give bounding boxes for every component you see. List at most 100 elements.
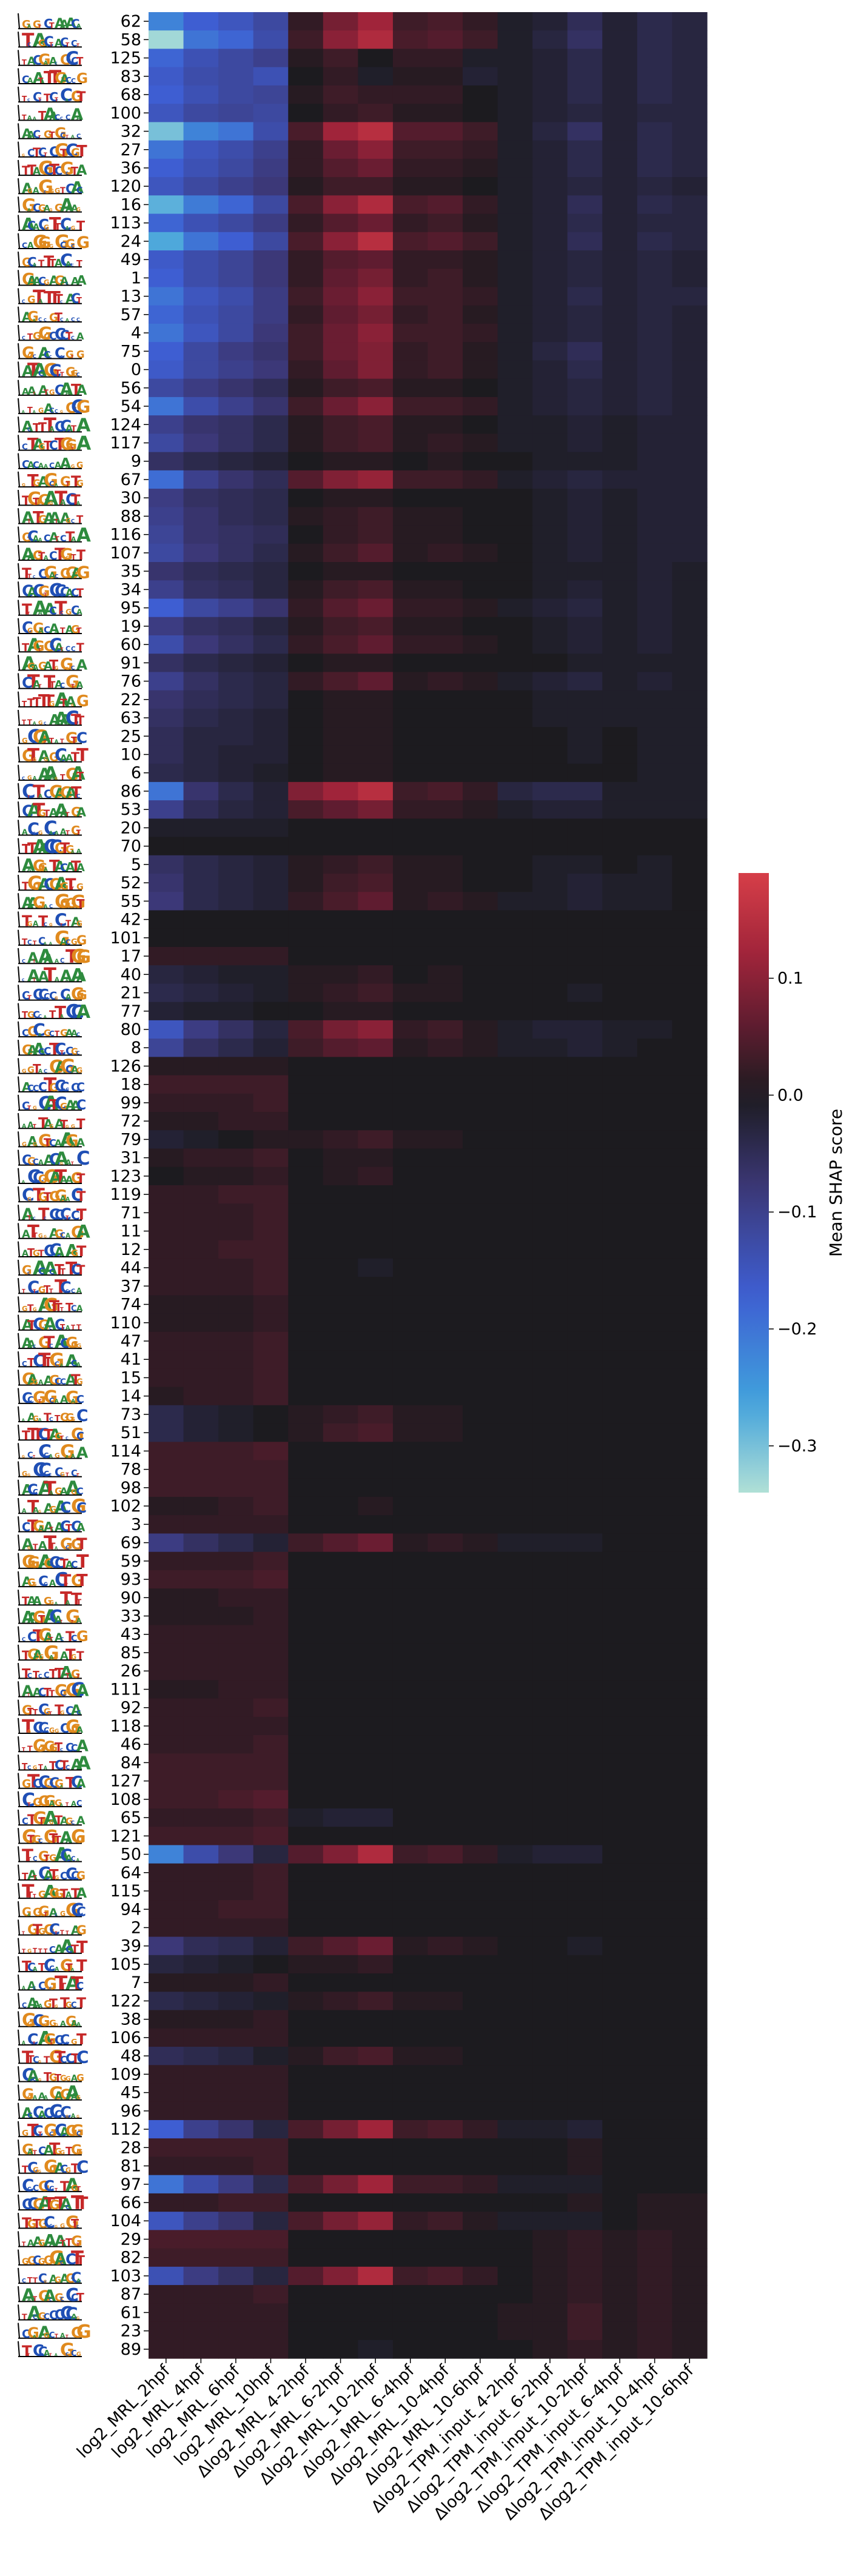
logo-letter: C — [44, 624, 50, 635]
logo-letter: C — [27, 1671, 32, 1679]
logo-letter: C — [49, 1775, 59, 1791]
logo-letter: G — [55, 1798, 62, 1808]
heatmap-cell — [149, 874, 184, 892]
heatmap-cell — [253, 287, 289, 306]
heatmap-cell — [532, 30, 568, 50]
logo-letter: A — [44, 601, 56, 619]
logo-letter: T — [49, 1636, 53, 1643]
logo-letter: C — [76, 729, 87, 746]
logo-letter: T — [44, 1333, 55, 1352]
heatmap-cell — [149, 837, 184, 856]
heatmap-cell — [463, 1331, 498, 1351]
heatmap-cell — [253, 1112, 289, 1131]
heatmap-cell — [149, 525, 184, 544]
logo-letter: A — [60, 828, 67, 837]
heatmap-cell — [218, 727, 254, 746]
heatmap-cell — [567, 507, 603, 526]
heatmap-cell — [637, 654, 673, 673]
logo-letter: T — [33, 1542, 38, 1551]
heatmap-cell — [218, 1588, 254, 1607]
heatmap-cell — [358, 67, 394, 86]
heatmap-cell — [427, 1790, 463, 1809]
logo-letter: A — [27, 966, 40, 985]
heatmap-cell — [183, 2212, 219, 2230]
logo-letter: T — [65, 2334, 69, 2339]
heatmap-cell — [358, 543, 394, 563]
logo-letter: C — [44, 349, 51, 360]
heatmap-cell — [602, 2175, 638, 2194]
heatmap-cell — [463, 1166, 498, 1186]
logo-letter: A — [76, 1753, 91, 1775]
heatmap-cell — [288, 617, 324, 636]
heatmap-cell — [672, 763, 708, 783]
logo-letter: G — [38, 1625, 52, 1645]
logo-letter: C — [71, 1208, 80, 1222]
heatmap-cell — [288, 1790, 324, 1809]
heatmap-cell — [392, 1203, 429, 1223]
heatmap-cell — [637, 1460, 673, 1479]
logo-letter: G — [65, 555, 69, 561]
logo-letter: A — [44, 2143, 54, 2158]
heatmap-cell — [218, 396, 254, 416]
heatmap-cell — [567, 1881, 603, 1901]
heatmap-cell — [672, 323, 708, 343]
heatmap-cell — [567, 1313, 603, 1333]
logo-letter: T — [60, 923, 63, 928]
logo-letter: G — [65, 2115, 69, 2119]
heatmap-cell — [288, 250, 324, 269]
logo-letter: C — [33, 1315, 45, 1334]
logo-letter: C — [60, 861, 68, 874]
logo-letter: A — [38, 461, 44, 470]
logo-letter: G — [22, 1470, 27, 1478]
row-label: 97 — [121, 2175, 141, 2194]
heatmap-cell — [392, 342, 429, 361]
heatmap-cell — [602, 1808, 638, 1827]
row-label: 82 — [121, 2249, 141, 2267]
heatmap-cell — [288, 269, 324, 288]
heatmap-cell — [183, 140, 219, 159]
heatmap-cell — [567, 1387, 603, 1406]
logo-letter: C — [44, 836, 58, 858]
heatmap-cell — [183, 1258, 219, 1277]
logo-letter: T — [33, 2216, 41, 2230]
row-label: 102 — [110, 1497, 141, 1516]
logo-letter: G — [33, 1379, 38, 1387]
heatmap-cell — [672, 30, 708, 50]
heatmap-cell — [392, 2175, 429, 2194]
logo-axis — [18, 1571, 20, 1587]
logo-letter: C — [38, 1047, 45, 1057]
logo-letter: C — [22, 2064, 35, 2085]
row-label: 124 — [110, 415, 141, 434]
logo-letter: G — [22, 1703, 32, 1718]
logo-axis — [18, 1828, 20, 1844]
heatmap-cell — [392, 874, 429, 892]
logo-letter: T — [76, 1597, 82, 1606]
heatmap-cell — [463, 1698, 498, 1718]
logo-letter: T — [27, 1303, 34, 1314]
heatmap-cell — [288, 1955, 324, 1974]
heatmap-cell — [427, 2028, 463, 2047]
logo-letter: C — [27, 1166, 41, 1188]
heatmap-cell — [497, 525, 533, 544]
heatmap-cell — [323, 158, 358, 178]
logo-letter: A — [22, 1508, 27, 1514]
logo-letter: C — [55, 1208, 64, 1223]
heatmap-cell — [602, 2340, 638, 2359]
row-label: 15 — [121, 1368, 141, 1387]
logo-letter: T — [60, 1620, 63, 1624]
logo-axis — [18, 1626, 20, 1642]
heatmap-cell — [637, 1863, 673, 1882]
logo-letter: A — [49, 1454, 53, 1459]
heatmap-cell — [323, 1863, 358, 1882]
logo-letter: C — [22, 2175, 34, 2195]
heatmap-cell — [218, 928, 254, 948]
heatmap-cell — [183, 269, 219, 288]
logo-letter: T — [22, 880, 29, 892]
logo-letter: G — [76, 207, 81, 213]
heatmap-cell — [323, 232, 358, 251]
logo-letter: T — [60, 697, 67, 709]
row-label: 109 — [110, 2065, 141, 2084]
heatmap-cell — [532, 507, 568, 526]
